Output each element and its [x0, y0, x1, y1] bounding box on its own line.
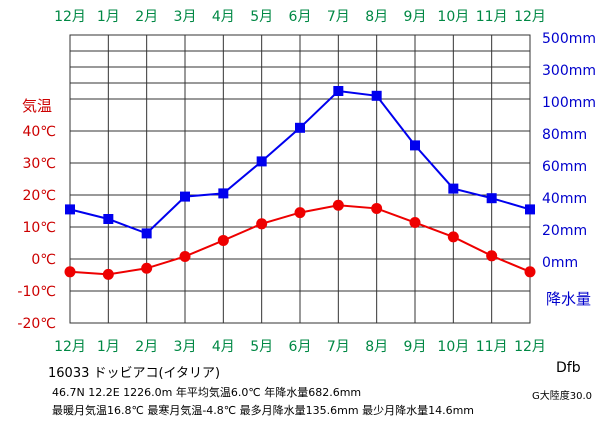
temperature-marker	[409, 217, 421, 229]
precipitation-marker	[256, 156, 267, 167]
month-label-top: 7月	[327, 9, 350, 25]
temperature-marker	[179, 250, 191, 262]
month-label-bottom: 8月	[365, 339, 388, 355]
temperature-marker	[256, 218, 268, 230]
temperature-tick: -10℃	[17, 284, 56, 300]
temperature-tick: 10℃	[22, 220, 56, 236]
month-label-top: 12月	[54, 9, 86, 25]
precipitation-axis: 500mm 300mm 100mm 80mm 60mm 40mm 20mm 0mm 降水量	[542, 31, 596, 308]
bottom-month-axis: 12月 1月 2月 3月 4月 5月 6月 7月 8月 9月 10月 11月 12月	[54, 339, 546, 355]
month-label-bottom: 11月	[476, 339, 508, 355]
temperature-axis: 気温 40℃ 30℃ 20℃ 10℃ 0℃ -10℃ -20℃	[17, 97, 56, 332]
month-label-top: 9月	[404, 9, 427, 25]
month-label-top: 1月	[97, 9, 120, 25]
top-month-axis: 12月 1月 2月 3月 4月 5月 6月 7月 8月 9月 10月 11月 12月	[54, 9, 546, 25]
temperature-marker	[486, 250, 498, 262]
temperature-marker	[524, 266, 536, 278]
temperature-marker	[102, 268, 114, 280]
month-label-top: 11月	[476, 9, 508, 25]
precipitation-series	[65, 86, 535, 239]
temperature-tick: 20℃	[22, 188, 56, 204]
temperature-marker	[447, 231, 459, 243]
temperature-series	[64, 199, 536, 280]
month-label-bottom: 4月	[212, 339, 235, 355]
month-label-top: 3月	[174, 9, 197, 25]
month-label-bottom: 3月	[174, 339, 197, 355]
month-label-top: 6月	[289, 9, 312, 25]
precipitation-tick: 20mm	[542, 223, 587, 239]
month-label-top: 4月	[212, 9, 235, 25]
temperature-marker	[141, 262, 153, 274]
precipitation-tick: 0mm	[542, 255, 578, 271]
temperature-axis-label: 気温	[22, 97, 52, 115]
month-label-top: 8月	[365, 9, 388, 25]
precipitation-marker	[486, 193, 497, 204]
precipitation-marker	[218, 188, 229, 199]
precipitation-marker	[65, 204, 75, 215]
precipitation-marker	[371, 90, 382, 101]
precipitation-tick: 40mm	[542, 191, 587, 207]
precipitation-tick: 100mm	[542, 95, 596, 111]
month-label-bottom: 6月	[289, 339, 312, 355]
month-label-bottom: 12月	[514, 339, 546, 355]
precipitation-marker	[141, 228, 152, 239]
month-label-top: 12月	[514, 9, 546, 25]
temperature-marker	[64, 266, 76, 278]
precipitation-tick: 80mm	[542, 127, 587, 143]
chart-grid	[69, 34, 531, 324]
month-label-bottom: 9月	[404, 339, 427, 355]
temperature-tick: 0℃	[31, 252, 56, 268]
temperature-marker	[294, 207, 306, 219]
temperature-tick: 30℃	[22, 156, 56, 172]
temperature-marker	[371, 202, 383, 214]
month-label-top: 10月	[437, 9, 469, 25]
precipitation-marker	[333, 86, 344, 96]
month-label-bottom: 12月	[54, 339, 86, 355]
precipitation-tick: 60mm	[542, 159, 587, 175]
temperature-marker	[217, 234, 229, 246]
temperature-tick: -20℃	[17, 316, 56, 332]
precipitation-tick-upper: 500mm	[542, 31, 596, 47]
precipitation-marker	[410, 140, 420, 151]
month-label-top: 5月	[250, 9, 273, 25]
temperature-tick: 40℃	[22, 124, 56, 140]
month-label-bottom: 5月	[250, 339, 273, 355]
precipitation-marker	[525, 204, 535, 215]
month-label-bottom: 2月	[135, 339, 158, 355]
temperature-marker	[332, 199, 344, 211]
precipitation-marker	[103, 214, 114, 224]
precipitation-marker	[295, 122, 305, 133]
precipitation-marker	[448, 183, 459, 194]
month-label-bottom: 1月	[97, 339, 120, 355]
month-label-bottom: 7月	[327, 339, 350, 355]
month-label-top: 2月	[135, 9, 158, 25]
precipitation-tick-upper: 300mm	[542, 63, 596, 79]
precipitation-marker	[180, 191, 190, 202]
precipitation-axis-label: 降水量	[546, 290, 591, 308]
month-label-bottom: 10月	[437, 339, 469, 355]
